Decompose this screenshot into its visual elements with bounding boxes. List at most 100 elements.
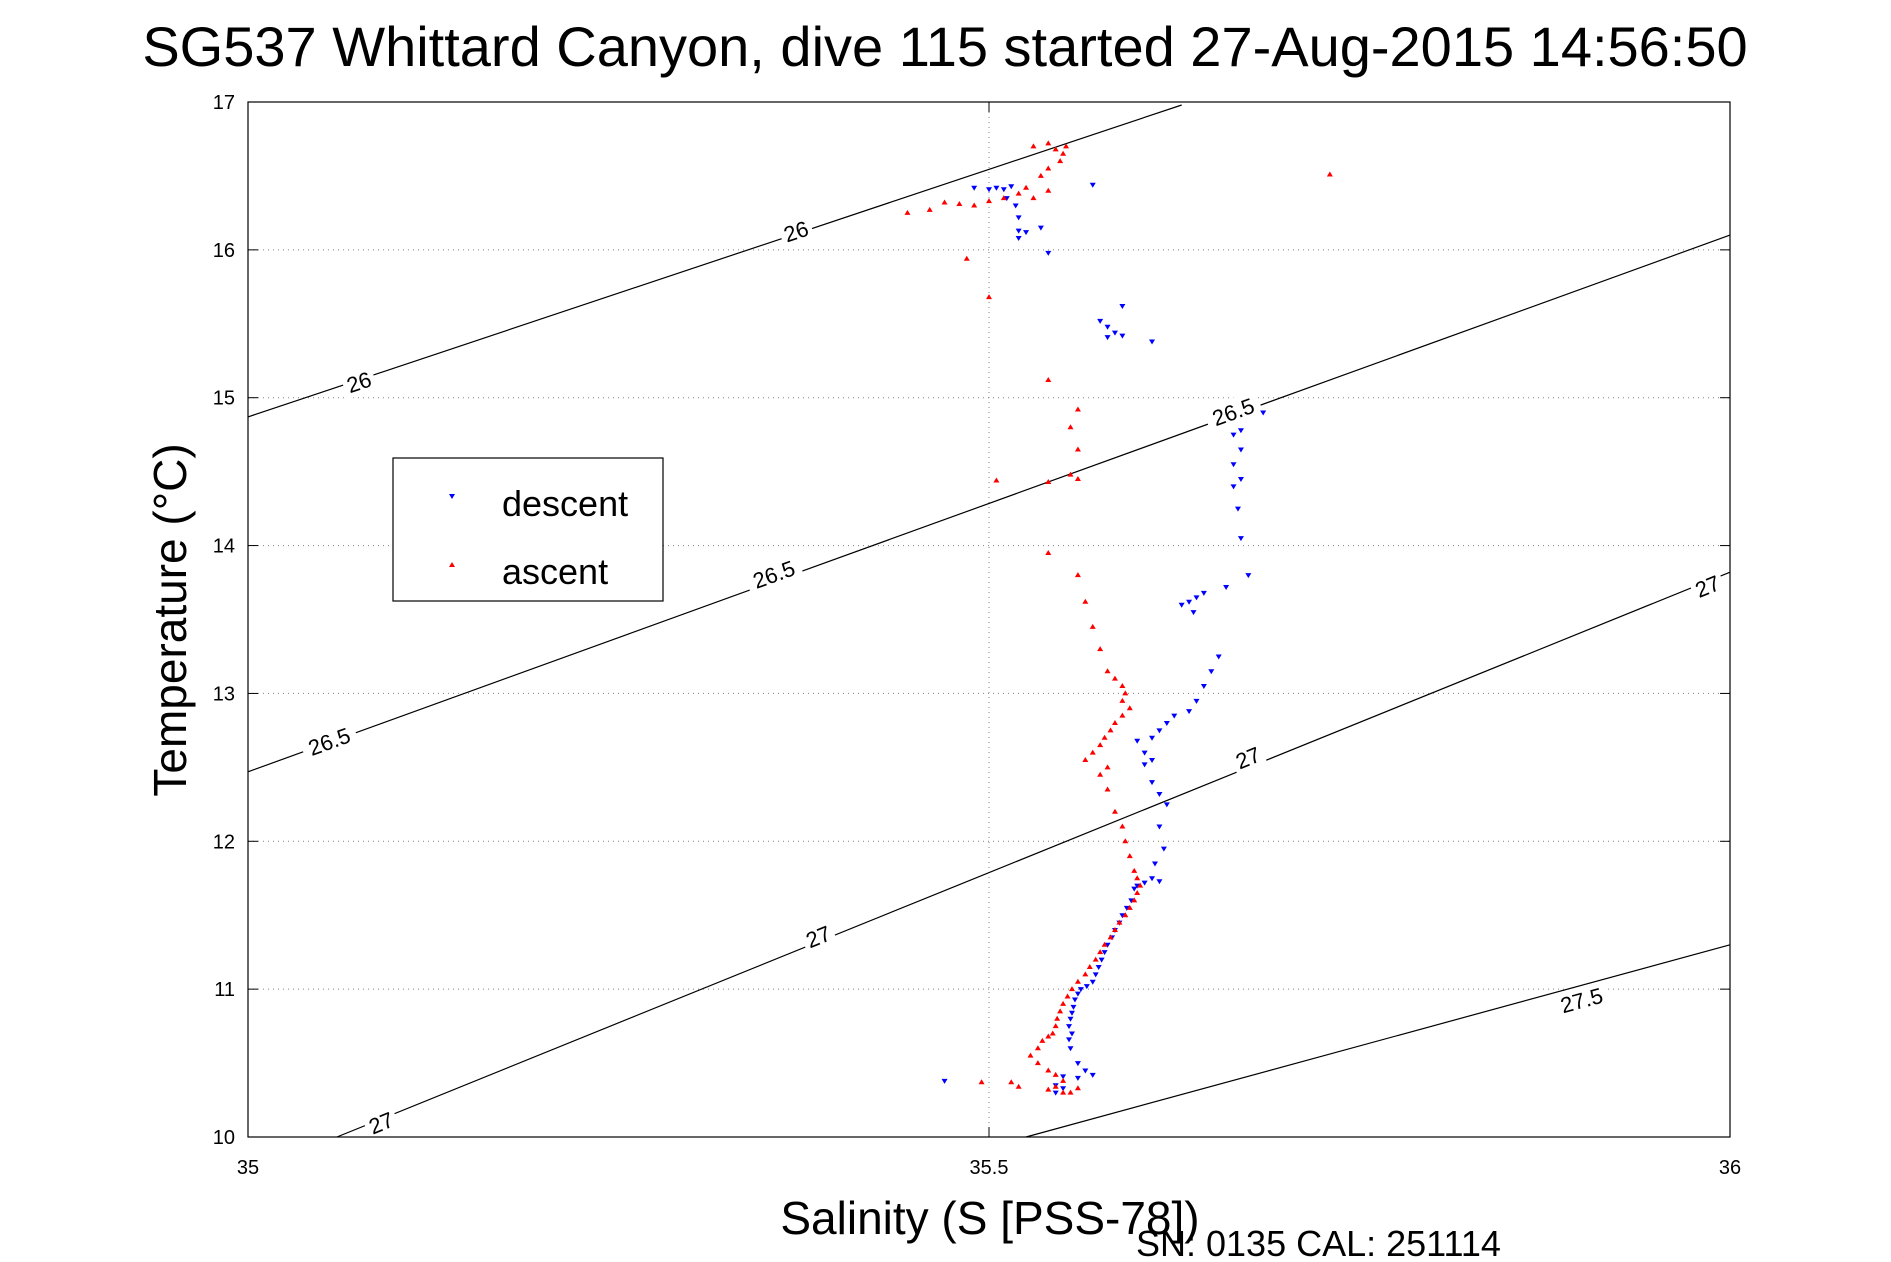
contour-label-background xyxy=(1228,739,1268,776)
ascent-point xyxy=(1134,890,1141,896)
descent-point xyxy=(1089,1072,1096,1078)
ascent-point xyxy=(1116,919,1123,925)
ascent-point xyxy=(1111,808,1118,814)
descent-point xyxy=(1237,477,1244,483)
y-tick-label: 13 xyxy=(213,683,235,705)
descent-point xyxy=(1068,1031,1075,1037)
ascent-point xyxy=(1060,1000,1067,1006)
descent-point xyxy=(1104,942,1111,948)
descent-point xyxy=(1015,228,1022,234)
descent-point xyxy=(1083,984,1090,990)
serial-calibration-text: SN: 0135 CAL: 251114 xyxy=(1136,1223,1501,1262)
descent-point xyxy=(1230,462,1237,468)
ascent-point xyxy=(1097,771,1104,777)
legend-descent-label: descent xyxy=(502,483,628,524)
legend-ascent-marker xyxy=(449,562,455,567)
ascent-point xyxy=(963,255,970,261)
descent-point xyxy=(1097,318,1104,324)
descent-point xyxy=(1104,335,1111,341)
descent-point xyxy=(1160,846,1167,852)
descent-point xyxy=(1045,250,1052,256)
ascent-point xyxy=(1074,978,1081,984)
descent-point xyxy=(1095,964,1102,970)
descent-point xyxy=(1141,762,1148,768)
ascent-point xyxy=(1045,187,1052,193)
descent-point xyxy=(1156,879,1163,885)
ascent-point xyxy=(1137,882,1144,888)
ascent-point xyxy=(1063,143,1070,149)
legend: descent ascent xyxy=(392,457,664,602)
contour-label-background xyxy=(339,364,379,400)
descent-point xyxy=(1193,698,1200,704)
plot-area xyxy=(248,102,1730,1137)
descent-point xyxy=(1098,957,1105,963)
ascent-point xyxy=(904,209,911,215)
descent-point xyxy=(1230,432,1237,438)
ascent-point xyxy=(1119,712,1126,718)
descent-point xyxy=(1260,410,1267,416)
y-axis-label: Temperature (°C) xyxy=(144,443,196,796)
descent-point xyxy=(1149,735,1156,741)
ascent-point xyxy=(986,294,992,300)
descent-point xyxy=(1178,602,1185,608)
ascent-point xyxy=(1039,1037,1046,1043)
y-tick-label: 17 xyxy=(213,92,235,114)
ascent-point xyxy=(1074,1085,1081,1091)
contour-label-background xyxy=(1551,980,1612,1020)
descent-point xyxy=(1060,1086,1067,1092)
ascent-point xyxy=(1082,756,1089,762)
x-tick-label: 36 xyxy=(1719,1157,1741,1179)
descent-point xyxy=(1068,1010,1075,1016)
ascent-point xyxy=(1104,764,1111,770)
ascent-point xyxy=(1037,172,1044,178)
data-points xyxy=(904,140,1333,1096)
ascent-point xyxy=(1045,140,1052,146)
ascent-point xyxy=(1060,1089,1067,1095)
descent-point xyxy=(1074,1075,1081,1081)
descent-point xyxy=(1119,333,1126,339)
density-contour-line xyxy=(336,571,1731,1138)
ascent-point xyxy=(1097,949,1104,955)
ascent-point xyxy=(1134,875,1141,881)
descent-point xyxy=(1156,728,1163,734)
descent-point xyxy=(1070,1004,1077,1010)
ascent-point xyxy=(1067,471,1074,477)
descent-point xyxy=(1123,905,1130,911)
descent-point xyxy=(1237,447,1244,453)
descent-point xyxy=(1223,584,1230,590)
descent-point xyxy=(1200,684,1207,690)
descent-point xyxy=(971,185,978,191)
ascent-point xyxy=(1045,549,1052,555)
descent-point xyxy=(1134,883,1141,889)
descent-point xyxy=(1067,1016,1074,1022)
ascent-point xyxy=(971,202,978,208)
descent-point xyxy=(1066,1037,1073,1043)
ascent-point xyxy=(1067,424,1074,430)
descent-point xyxy=(1200,590,1207,596)
contour-label-background xyxy=(1687,568,1728,605)
descent-point xyxy=(1186,599,1193,605)
ascent-point xyxy=(1074,406,1081,412)
ascent-point xyxy=(993,477,1000,483)
ascent-point xyxy=(1119,683,1126,689)
ascent-point xyxy=(1052,1071,1059,1077)
ascent-point xyxy=(1074,572,1081,578)
descent-point xyxy=(1141,880,1148,886)
descent-point xyxy=(1163,802,1170,808)
descent-point xyxy=(1149,757,1156,763)
ascent-point xyxy=(1008,1079,1015,1085)
descent-point xyxy=(1067,1046,1074,1052)
ascent-point xyxy=(1052,1023,1059,1029)
ascent-point xyxy=(1107,934,1114,940)
y-tick-label: 12 xyxy=(213,831,235,853)
ascent-point xyxy=(1126,853,1133,859)
density-contour-line xyxy=(247,234,1731,773)
descent-point xyxy=(1119,913,1126,919)
descent-point xyxy=(1074,991,1081,997)
descent-point xyxy=(1215,654,1222,660)
descent-point xyxy=(986,187,992,193)
descent-point xyxy=(1119,304,1126,310)
contour-label-background xyxy=(361,1104,401,1141)
y-tick-label: 15 xyxy=(213,388,235,410)
ascent-point xyxy=(1097,742,1104,748)
